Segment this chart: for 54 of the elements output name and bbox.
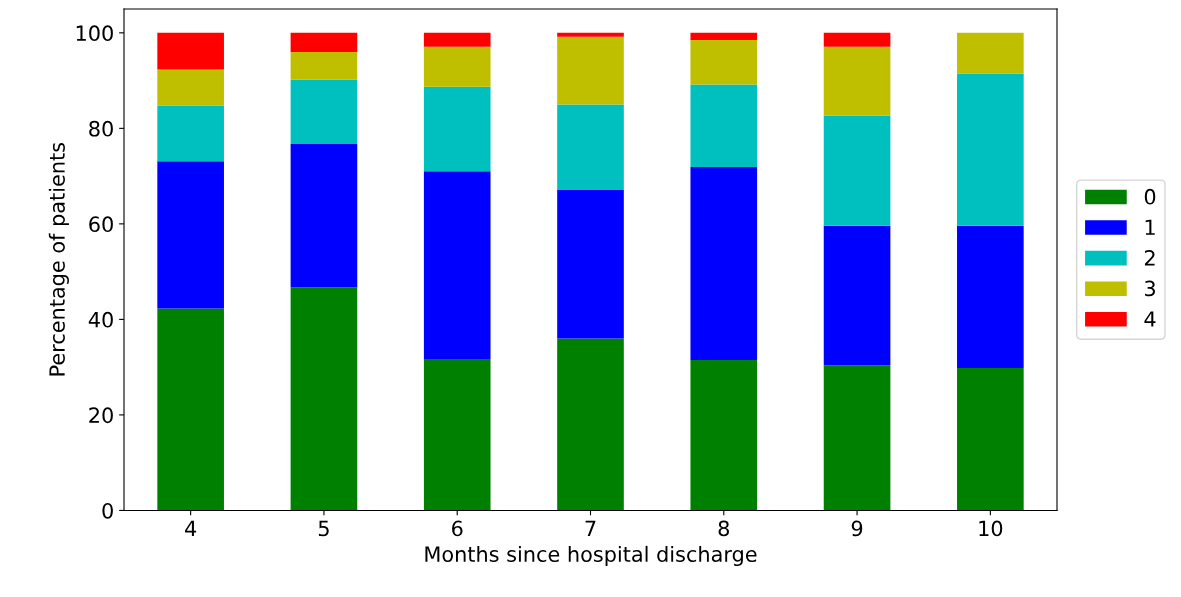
bar	[957, 32, 1024, 74]
y-tick-label: 0	[102, 502, 113, 519]
bar	[290, 79, 358, 145]
bar	[690, 40, 758, 85]
x-tick-label: 8	[718, 520, 729, 537]
bar	[823, 365, 891, 511]
bar	[423, 359, 491, 511]
bar	[157, 161, 224, 309]
bar	[157, 32, 224, 70]
bar	[557, 104, 624, 190]
bar	[690, 359, 758, 511]
bar	[823, 32, 891, 47]
x-tick-label: 10	[979, 520, 1003, 537]
bar	[290, 32, 358, 52]
y-tick-label: 80	[89, 120, 113, 137]
x-tick-label: 6	[452, 520, 463, 537]
bar	[557, 338, 624, 511]
bar	[423, 86, 491, 172]
bar	[557, 189, 624, 339]
bar	[290, 51, 358, 80]
bar	[690, 167, 758, 360]
bar	[557, 32, 624, 37]
x-axis-title: Months since hospital discharge	[425, 545, 757, 567]
bar	[290, 144, 358, 288]
legend-label: 2	[1144, 249, 1155, 266]
x-tick-label: 4	[185, 520, 197, 536]
y-tick-label: 40	[88, 311, 113, 328]
bar	[823, 46, 891, 116]
bar	[823, 115, 891, 226]
legend-label: 0	[1144, 188, 1156, 205]
bar	[823, 225, 891, 366]
bar	[957, 368, 1024, 511]
bar	[157, 69, 224, 106]
legend-label: 1	[1145, 219, 1155, 235]
bar	[957, 73, 1024, 226]
bar	[423, 171, 491, 360]
y-tick-label: 100	[76, 25, 113, 42]
bar	[557, 36, 624, 105]
bar	[423, 46, 491, 87]
x-tick-label: 7	[585, 520, 596, 536]
y-tick-label: 20	[89, 407, 113, 424]
bar	[423, 32, 491, 47]
x-tick-label: 5	[318, 520, 329, 537]
legend-label: 4	[1144, 311, 1156, 327]
y-tick-label: 60	[89, 216, 113, 233]
legend-label: 3	[1145, 280, 1155, 297]
bar	[290, 287, 358, 511]
x-tick-label: 9	[851, 520, 863, 537]
bar	[157, 105, 224, 162]
bar	[690, 84, 758, 168]
bar	[957, 225, 1024, 369]
bar	[690, 32, 758, 40]
y-axis-title: Percentage of patients	[48, 142, 69, 376]
bar	[157, 308, 224, 511]
